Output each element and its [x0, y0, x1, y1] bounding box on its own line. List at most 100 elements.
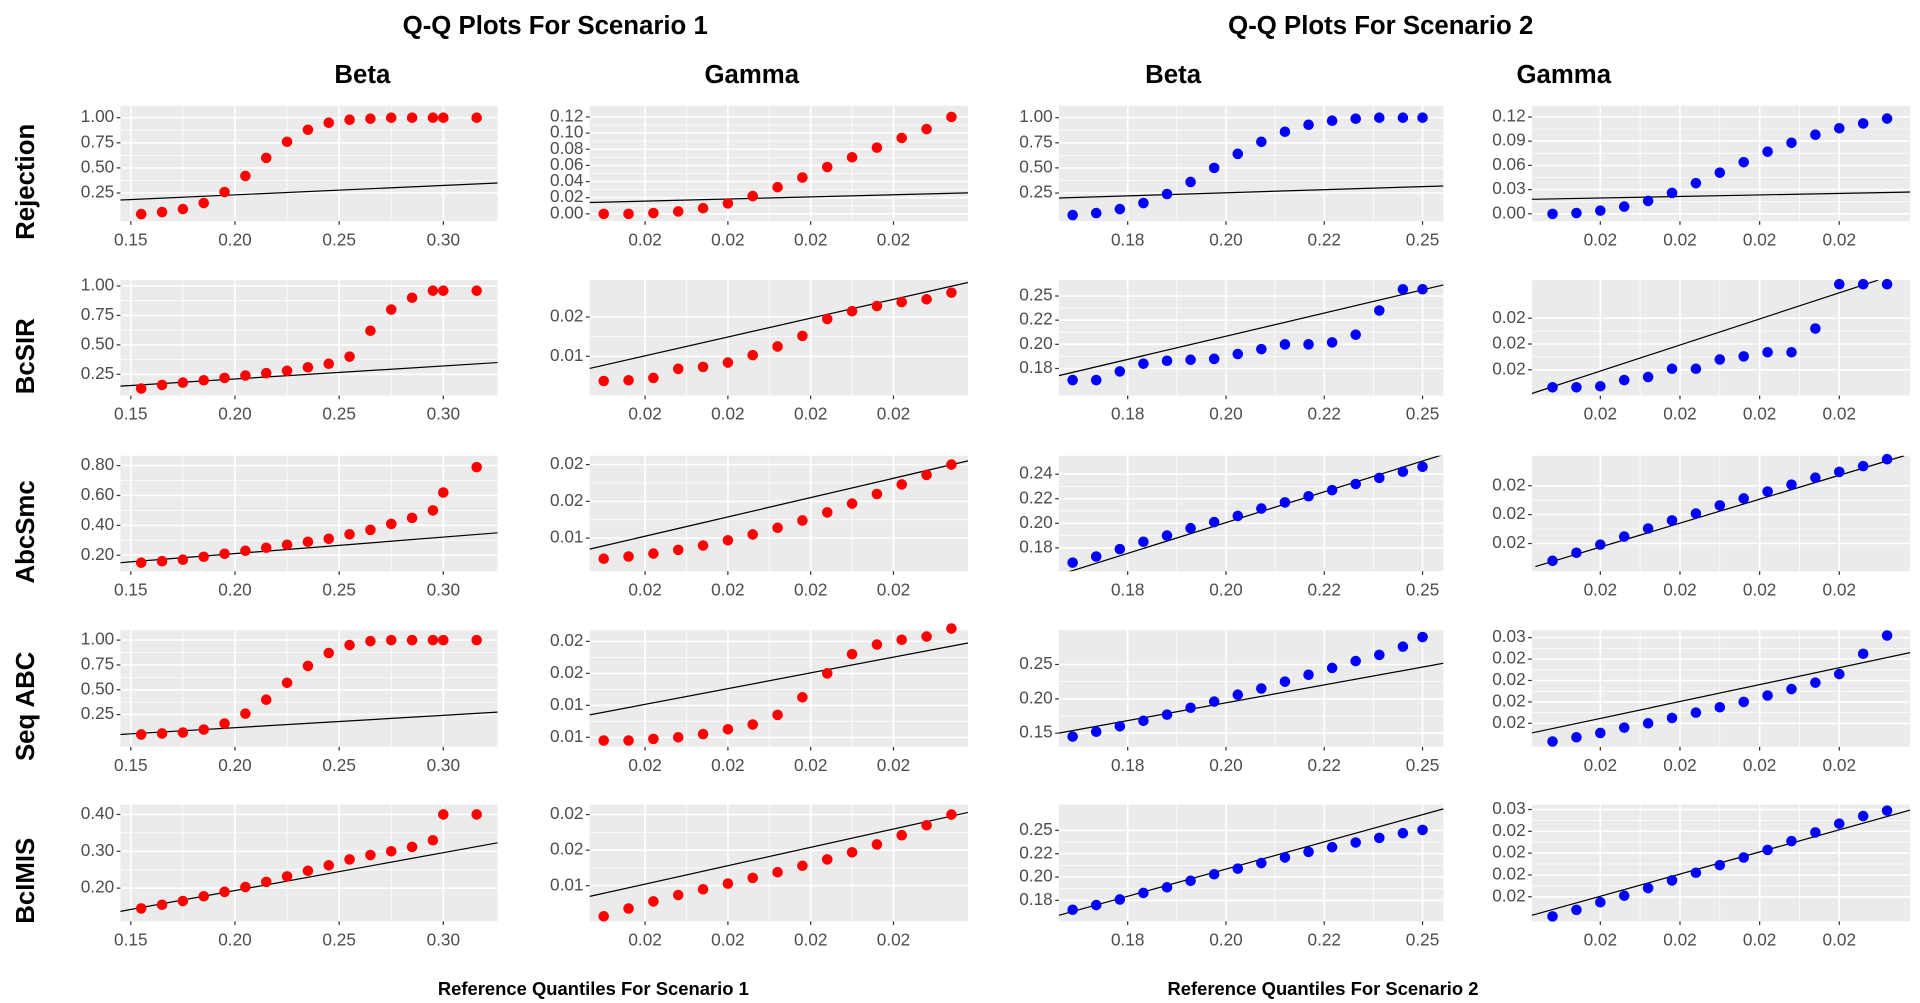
point — [1714, 167, 1726, 178]
point — [946, 111, 957, 123]
panel-background — [120, 804, 498, 922]
point — [156, 206, 168, 218]
point — [385, 518, 397, 530]
point — [1067, 209, 1078, 221]
panel-background — [589, 280, 968, 396]
point — [1090, 551, 1102, 562]
point — [1397, 112, 1409, 123]
point — [471, 634, 482, 646]
column-title: Gamma — [1516, 61, 1611, 89]
point — [1232, 148, 1244, 160]
x-tick-label: 0.30 — [427, 930, 460, 950]
point — [896, 296, 908, 308]
panel-background — [1531, 630, 1911, 747]
point — [1810, 827, 1821, 838]
point — [198, 724, 210, 735]
x-tick-label: 0.02 — [794, 579, 827, 599]
point — [281, 539, 293, 551]
point — [344, 114, 355, 125]
point — [672, 732, 684, 743]
point — [365, 113, 376, 124]
point — [1618, 531, 1630, 542]
point — [1642, 371, 1654, 383]
point — [772, 341, 783, 352]
x-tick-label: 0.30 — [427, 755, 460, 775]
point — [722, 198, 734, 209]
x-tick-label: 0.02 — [1663, 930, 1696, 950]
point — [385, 846, 397, 857]
point — [438, 285, 449, 296]
panel-background — [120, 280, 498, 396]
y-tick-label: 0.02 — [550, 662, 583, 682]
point — [1857, 810, 1869, 822]
x-tick-label: 0.02 — [711, 930, 744, 950]
point — [240, 170, 251, 182]
x-tick-label: 0.02 — [1584, 579, 1617, 599]
point — [219, 186, 230, 198]
x-tick-label: 0.20 — [1209, 229, 1242, 249]
point — [1547, 555, 1558, 567]
point — [240, 708, 251, 719]
point — [921, 631, 932, 642]
point — [365, 635, 376, 647]
point — [1786, 137, 1797, 149]
point — [1303, 846, 1314, 858]
point — [772, 709, 783, 721]
point — [772, 181, 783, 193]
point — [1090, 374, 1102, 386]
point — [438, 487, 449, 498]
y-tick-label: 0.20 — [81, 544, 114, 564]
x-tick-label: 0.02 — [877, 930, 910, 950]
point — [198, 551, 210, 563]
y-tick-label: 0.20 — [1019, 687, 1052, 707]
point — [1279, 339, 1291, 350]
point — [135, 208, 147, 220]
point — [365, 524, 376, 536]
point — [1417, 824, 1428, 836]
point — [135, 903, 147, 914]
y-tick-label: 0.02 — [1492, 358, 1525, 378]
point — [1881, 453, 1893, 465]
point — [385, 304, 397, 315]
point — [427, 112, 439, 123]
point — [323, 533, 335, 545]
point — [219, 886, 230, 898]
point — [1279, 126, 1291, 138]
point — [1161, 355, 1173, 367]
point — [1161, 709, 1173, 720]
x-tick-label: 0.25 — [1406, 755, 1439, 775]
point — [648, 207, 659, 219]
point — [1350, 837, 1361, 848]
point — [1738, 852, 1749, 863]
point — [1595, 896, 1606, 908]
x-tick-label: 0.25 — [1406, 404, 1439, 424]
point — [1666, 187, 1678, 199]
panel-background — [589, 630, 968, 747]
y-tick-label: 1.00 — [81, 275, 114, 295]
point — [260, 876, 272, 888]
y-tick-label: 0.20 — [1019, 866, 1052, 886]
x-tick-label: 0.02 — [1663, 579, 1696, 599]
point — [1595, 539, 1606, 550]
x-tick-label: 0.30 — [427, 229, 460, 249]
point — [344, 529, 355, 540]
reference-line — [589, 460, 968, 550]
panel-background — [589, 804, 968, 922]
y-tick-label: 0.01 — [550, 874, 583, 894]
point — [1279, 676, 1291, 687]
point — [1690, 508, 1702, 519]
point — [406, 841, 418, 853]
point — [198, 374, 210, 386]
point — [1417, 112, 1428, 123]
point — [1256, 343, 1267, 355]
y-tick-label: 1.00 — [81, 629, 114, 649]
x-tick-label: 0.02 — [628, 229, 661, 249]
y-tick-label: 0.12 — [550, 105, 583, 125]
point — [921, 819, 932, 831]
y-tick-label: 0.02 — [1492, 690, 1525, 710]
point — [1326, 484, 1338, 496]
point — [1547, 382, 1558, 393]
point — [697, 728, 709, 740]
point — [1067, 904, 1078, 916]
point — [177, 377, 189, 388]
